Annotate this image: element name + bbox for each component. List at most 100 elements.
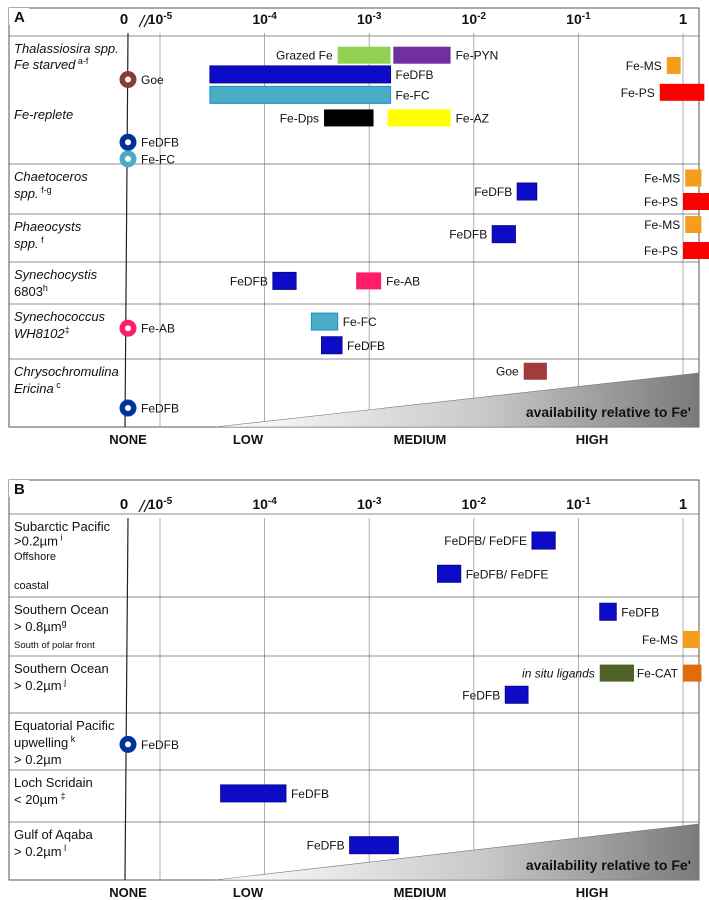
tick-exp: -3 [373, 496, 382, 507]
tick-exp: -5 [163, 11, 172, 22]
row-label-line: spp. f [14, 235, 44, 251]
availability-triangle [214, 372, 700, 428]
row-label-line: coastal [14, 580, 49, 592]
series-label: Fe-AB [141, 322, 175, 336]
range-bar [685, 216, 702, 234]
row-label-part: > 0.8µm [14, 619, 62, 634]
row-label-part: g [62, 618, 67, 628]
tick-label: 10-3 [357, 496, 382, 512]
row-label-part: Chaetoceros [14, 169, 88, 184]
series-label: Fe-AB [386, 274, 420, 288]
availability-triangle [214, 823, 700, 881]
axis-break [143, 499, 151, 513]
series-label: FeDFB [141, 738, 179, 752]
category-label: HIGH [576, 432, 609, 447]
row-label-part: f-g [39, 185, 52, 195]
triangle-label: availability relative to Fe' [526, 857, 691, 873]
series-label: Fe-MS [644, 172, 680, 186]
series-label: FeDFB [291, 787, 329, 801]
series-label: Fe-MS [642, 633, 678, 647]
row-label-line: Offshore [14, 551, 56, 563]
row-label-part: Southern Ocean [14, 602, 109, 617]
ring-marker-hole [125, 139, 131, 146]
series-label: FeDFB [347, 339, 385, 353]
axis-break [138, 499, 146, 513]
tick-label: 10-5 [148, 11, 173, 27]
row-label-line: Subarctic Pacific [14, 519, 111, 534]
row-label-part: >0.2µm [14, 534, 58, 549]
category-label: LOW [233, 885, 264, 900]
range-bar [523, 362, 547, 380]
ring-marker-hole [125, 404, 131, 411]
row-label-line: Thalassiosira spp. [14, 41, 119, 56]
series-label: Fe-MS [626, 59, 662, 73]
tick-label: 10-4 [252, 496, 277, 512]
series-label: Fe-CAT [637, 667, 679, 681]
axis-break [138, 14, 146, 28]
row-label-line: WH8102‡ [14, 325, 70, 341]
row-label-part: South of polar front [14, 640, 95, 651]
tick-exp: -1 [582, 11, 591, 22]
tick-base: 10 [252, 11, 268, 27]
tick-exp: -2 [477, 11, 486, 22]
panel-label-bg [9, 480, 29, 497]
tick-label: 1 [679, 11, 687, 28]
range-bar [324, 109, 374, 127]
row-label-part: Chrysochromulina [14, 364, 119, 379]
row-label-part: Gulf of Aqaba [14, 827, 94, 842]
row-label-part: f [39, 235, 45, 245]
series-label: Fe-PS [644, 244, 678, 258]
row-label-part: Ericina [14, 381, 54, 396]
tick-base: 10 [462, 496, 478, 512]
row-label-part: l [62, 843, 67, 853]
series-label: Grazed Fe [276, 49, 333, 63]
range-bar [516, 182, 538, 201]
tick-base: 10 [357, 496, 373, 512]
range-bar [531, 531, 556, 550]
tick-label: 10-2 [462, 496, 487, 512]
tick-label: 1 [679, 496, 687, 513]
series-label: FeDFB/ FeDFE [444, 534, 527, 548]
series-label: FeDFB/ FeDFE [466, 567, 549, 581]
row-label-part: Synechococcus [14, 309, 106, 324]
panel-label: A [14, 9, 25, 26]
series-label: FeDFB [141, 401, 179, 415]
category-label: NONE [109, 885, 147, 900]
row-label-line: Fe starved a-f [14, 56, 89, 72]
series-label: Fe-FC [141, 152, 175, 166]
row-label-part: Synechocystis [14, 267, 98, 282]
series-label: in situ ligands [522, 667, 595, 681]
range-bar [209, 65, 392, 84]
range-bar [504, 685, 529, 704]
row-label-line: Southern Ocean [14, 661, 109, 676]
row-label-part: Southern Ocean [14, 661, 109, 676]
row-label-line: Fe-replete [14, 107, 73, 122]
row-label-line: Chaetoceros [14, 169, 88, 184]
row-label-part: > 0.2µm [14, 844, 62, 859]
series-label: Fe-PS [621, 86, 655, 100]
row-label-line: Phaeocysts [14, 219, 82, 234]
tick-base: 10 [148, 11, 164, 27]
category-label: LOW [233, 432, 264, 447]
ring-marker-hole [125, 741, 131, 748]
panel-frame [8, 479, 700, 881]
row-label-line: Equatorial Pacific [14, 718, 115, 733]
series-label: Fe-FC [343, 315, 377, 329]
range-bar [337, 46, 391, 64]
row-label-part: Offshore [14, 551, 56, 563]
row-label-part: Fe-replete [14, 107, 73, 122]
series-label: FeDFB [474, 185, 512, 199]
row-label-line: < 20µm ‡ [14, 791, 66, 807]
zero-axis [124, 32, 129, 428]
category-label: MEDIUM [394, 885, 447, 900]
range-bar [356, 272, 382, 290]
row-label-line: Southern Ocean [14, 602, 109, 617]
row-label-line: South of polar front [14, 640, 95, 651]
row-label-line: > 0.2µm l [14, 843, 66, 859]
range-bar [209, 85, 392, 104]
tick-exp: -1 [582, 496, 591, 507]
row-label-line: > 0.2µm [14, 752, 62, 767]
